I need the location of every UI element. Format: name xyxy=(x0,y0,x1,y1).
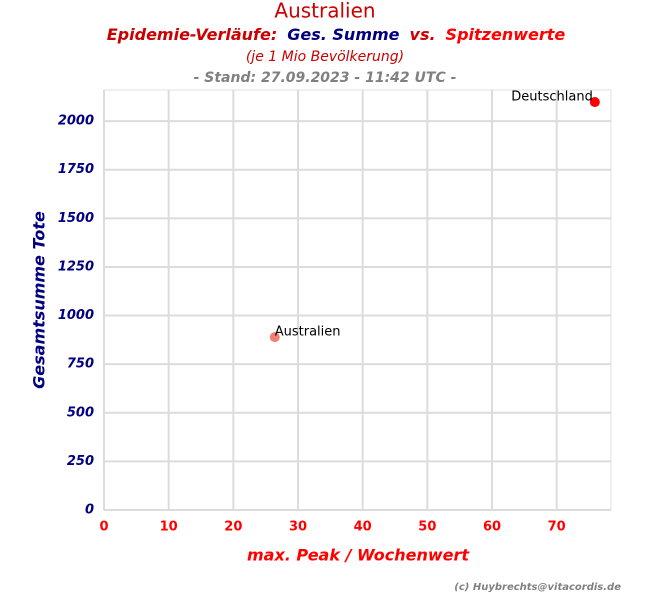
x-tick-label: 50 xyxy=(418,520,436,535)
y-tick-label: 2000 xyxy=(58,114,94,129)
point-label: Australien xyxy=(275,325,341,340)
chart-stand: - Stand: 27.09.2023 - 11:42 UTC - xyxy=(194,70,457,86)
x-tick-label: 40 xyxy=(354,520,372,535)
chart-note: (je 1 Mio Bevölkerung) xyxy=(246,49,404,65)
chart-title: Australien xyxy=(274,0,375,23)
plot-frame xyxy=(103,89,612,511)
y-tick-label: 750 xyxy=(67,357,94,372)
x-tick-label: 10 xyxy=(160,520,178,535)
credit: (c) Huybrechts@vitacordis.de xyxy=(454,582,621,593)
y-tick-label: 0 xyxy=(85,503,94,518)
y-tick-label: 1000 xyxy=(58,308,94,323)
point xyxy=(269,332,280,343)
subtitle-part: vs. xyxy=(410,25,436,44)
y-tick-label: 1250 xyxy=(58,259,94,274)
x-tick-label: 0 xyxy=(99,520,108,535)
chart-subtitle: Epidemie-Verläufe: Ges. Summe vs. Spitzenwe… xyxy=(107,25,566,44)
x-tick-label: 30 xyxy=(289,520,307,535)
subtitle-part: Ges. Summe xyxy=(287,25,399,44)
x-axis-label: max. Peak / Wochenwert xyxy=(247,546,470,565)
subtitle-part: Spitzenwerte xyxy=(446,25,566,44)
y-tick-label: 500 xyxy=(67,405,94,420)
y-tick-label: 250 xyxy=(67,454,94,469)
point xyxy=(589,97,600,108)
x-tick-label: 60 xyxy=(483,520,501,535)
y-tick-label: 1500 xyxy=(58,211,94,226)
point-label: Deutschland xyxy=(511,90,593,105)
x-tick-label: 70 xyxy=(548,520,566,535)
x-tick-label: 20 xyxy=(224,520,242,535)
y-axis-label: Gesamtsumme Tote xyxy=(30,211,49,389)
subtitle-part: Epidemie-Verläufe: xyxy=(107,25,278,44)
y-tick-label: 1750 xyxy=(58,162,94,177)
